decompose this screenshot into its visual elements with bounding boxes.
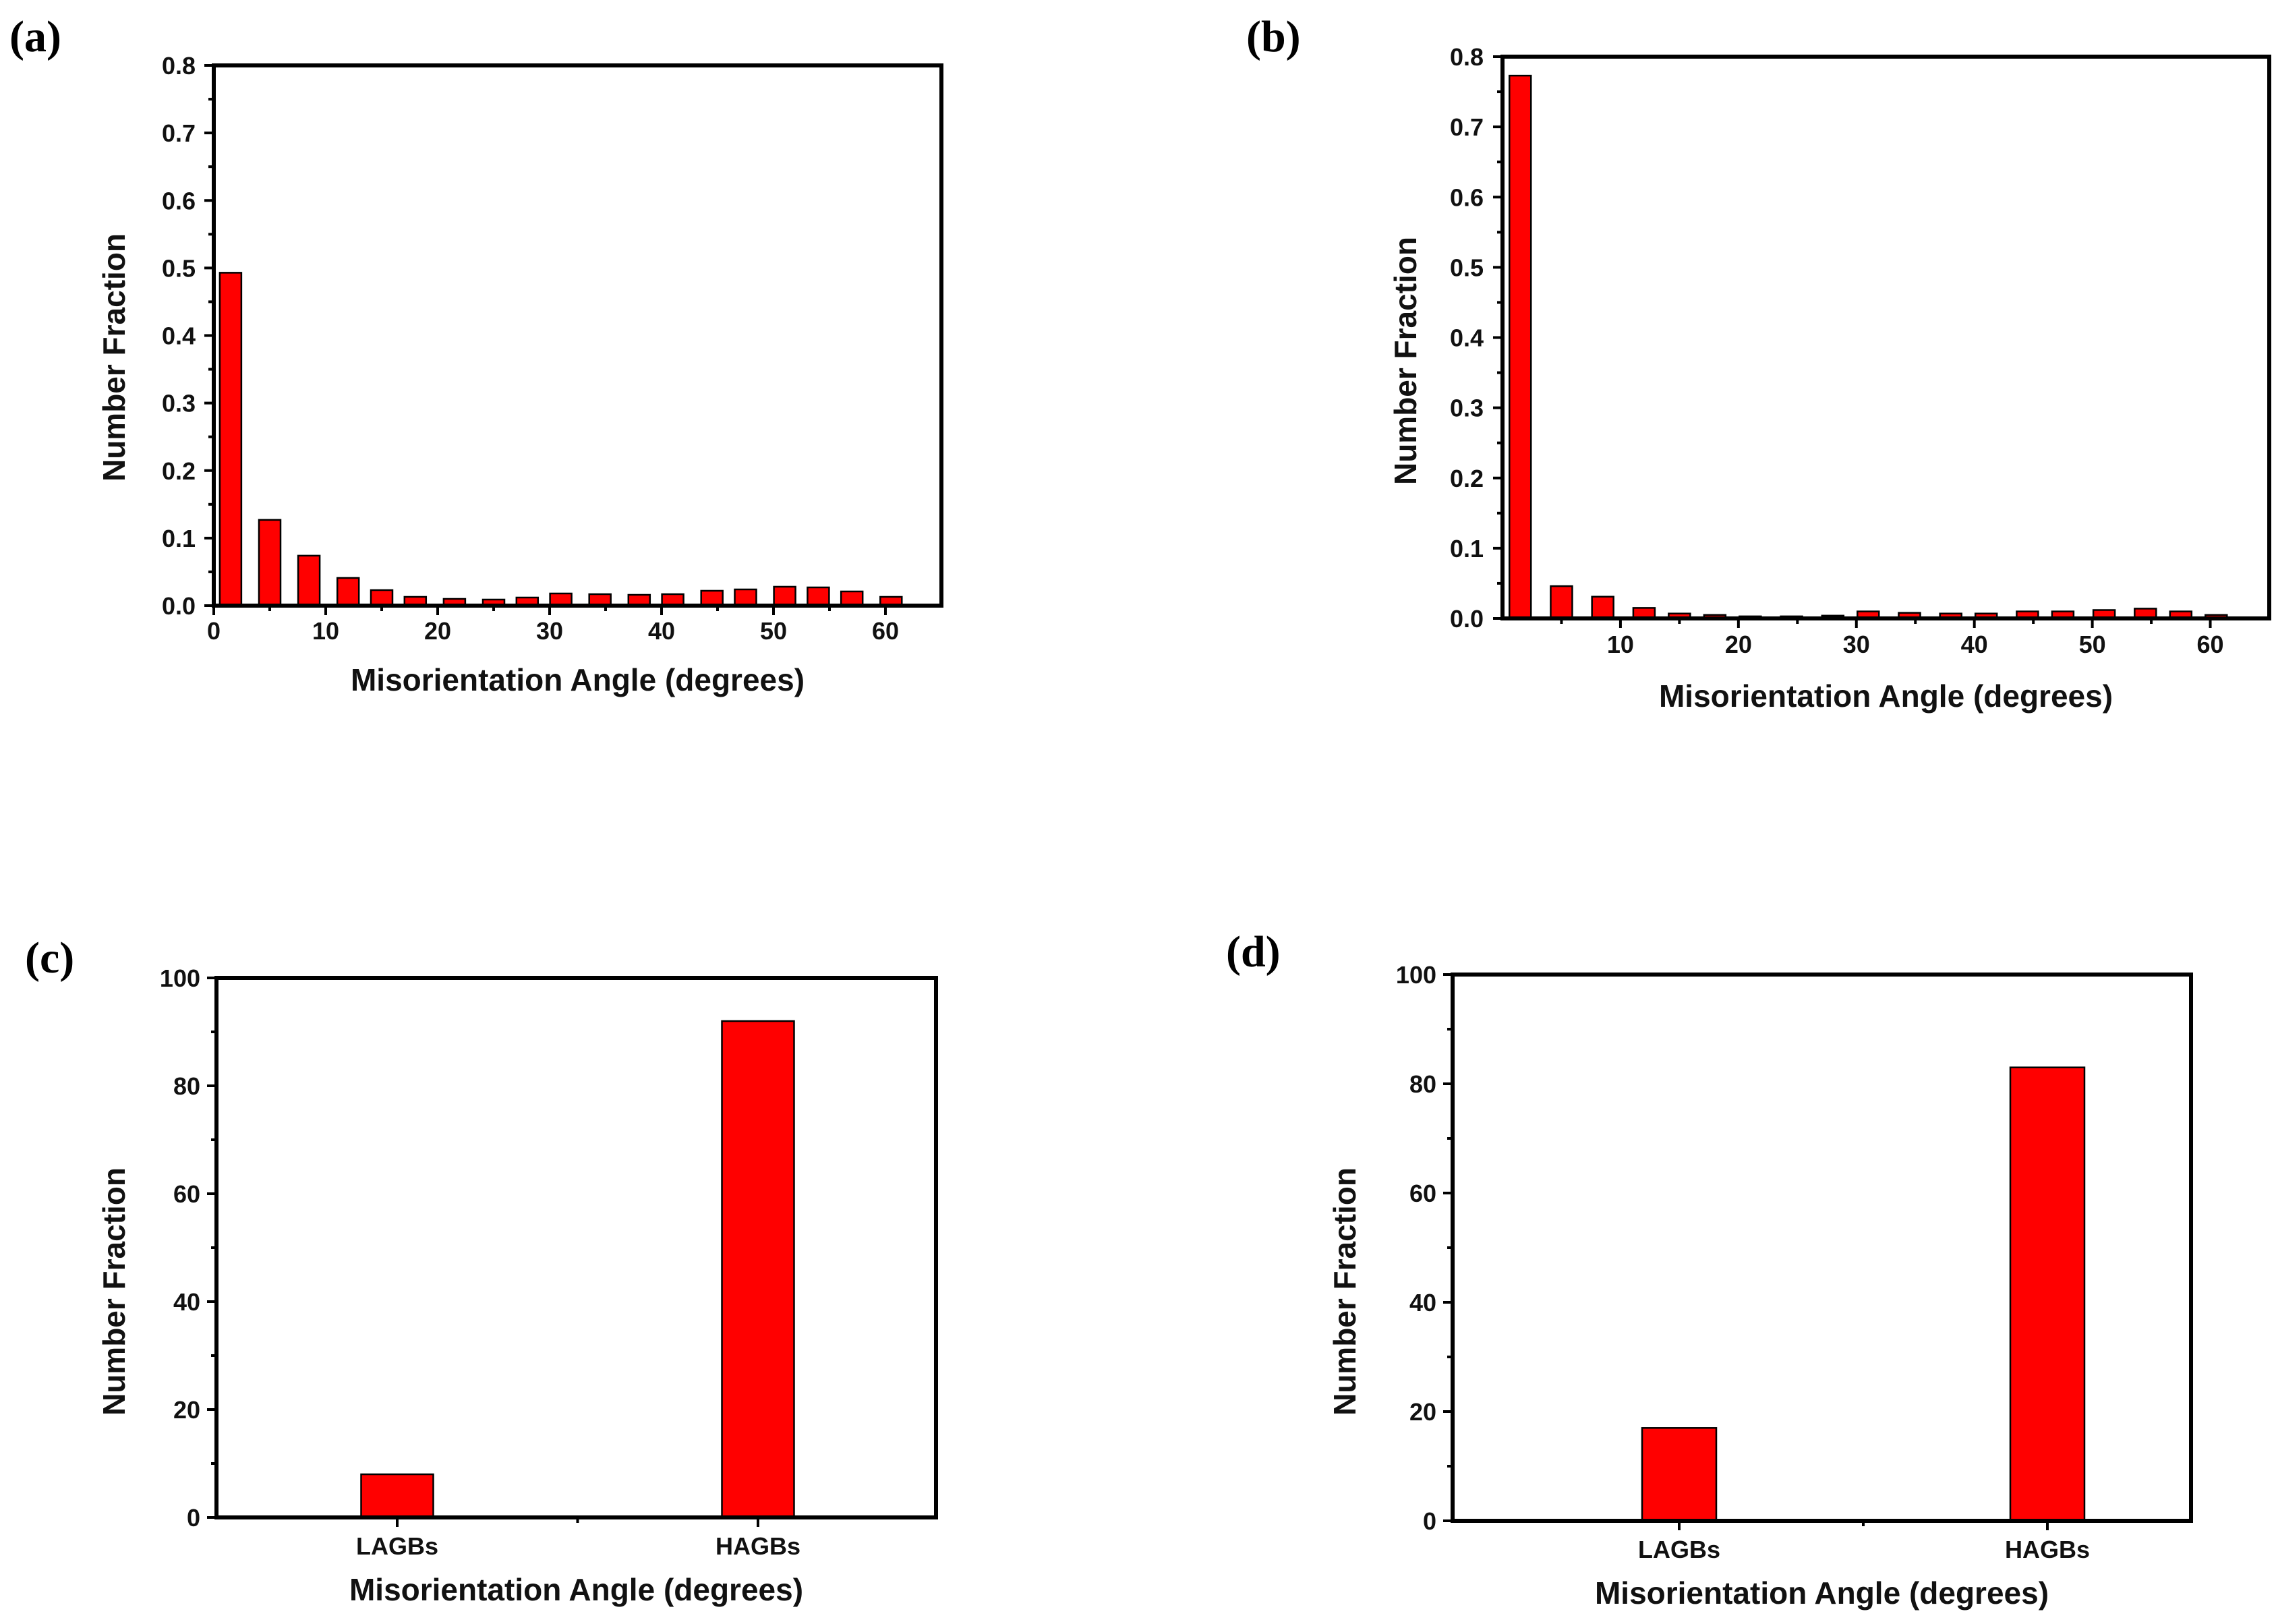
y-tick-label: 0.0 <box>1450 605 1484 633</box>
y-tick-label: 0.3 <box>162 390 196 417</box>
bar <box>218 272 243 607</box>
y-tick-label: 0.2 <box>1450 465 1484 492</box>
x-tick-label: 30 <box>536 617 563 645</box>
x-axis-title: Misorientation Angle (degrees) <box>1659 678 2113 714</box>
bar <box>360 1473 434 1519</box>
y-tick-label: 0.8 <box>162 52 196 80</box>
x-tick-label: 20 <box>424 617 451 645</box>
bar <box>721 1020 795 1519</box>
y-axis-title: Number Fraction <box>1327 1167 1362 1416</box>
chart-panel-d: (d) 0 20 40 60 80 100 LAGBs HAGBs Misorientation … <box>1226 927 2193 1611</box>
y-tick-label: 100 <box>1396 961 1436 989</box>
bar <box>1508 74 1532 620</box>
x-tick-label: 10 <box>1607 631 1634 658</box>
plot-frame <box>212 63 943 608</box>
y-tick-label: 80 <box>1409 1070 1436 1098</box>
x-axis-title: Misorientation Angle (degrees) <box>349 1572 803 1607</box>
y-tick-label: 0.7 <box>162 119 196 147</box>
bar <box>370 589 394 607</box>
y-tick-label: 0.7 <box>1450 113 1484 141</box>
y-tick-label: 40 <box>1409 1289 1436 1316</box>
y-tick-label: 0.4 <box>162 322 196 350</box>
y-tick-label: 0.1 <box>162 525 196 552</box>
y-tick-label: 0.1 <box>1450 535 1484 562</box>
y-tick-label: 60 <box>173 1180 200 1208</box>
y-tick-label: 0.0 <box>162 592 196 620</box>
plot-frame <box>1500 55 2271 620</box>
bar <box>700 589 724 607</box>
panel-label: (b) <box>1246 12 1301 61</box>
x-tick-label: 50 <box>2079 631 2106 658</box>
y-tick-label: 100 <box>160 964 200 992</box>
y-tick-label: 40 <box>173 1288 200 1316</box>
y-axis-title: Number Fraction <box>96 233 132 482</box>
y-tick-label: 0 <box>187 1504 200 1532</box>
y-tick-label: 0.3 <box>1450 395 1484 422</box>
y-tick-label: 20 <box>173 1396 200 1424</box>
y-tick-label: 20 <box>1409 1398 1436 1426</box>
y-tick-label: 0.6 <box>1450 183 1484 211</box>
y-tick-label: 0.8 <box>1450 43 1484 71</box>
x-tick-label: 50 <box>760 617 787 645</box>
x-tick-label: 10 <box>312 617 339 645</box>
bar <box>1591 596 1614 620</box>
x-tick-label: 20 <box>1725 631 1752 658</box>
x-tick-label: 40 <box>1961 631 1988 658</box>
chart-panel-a: (a) 0.0 0.1 0.2 0.3 0.4 0.5 0.6 0.7 0.8 0 10 20 30 40 5… <box>9 12 943 697</box>
x-tick-label: 60 <box>872 617 899 645</box>
y-axis-title: Number Fraction <box>1388 237 1423 485</box>
y-tick-label: 60 <box>1409 1180 1436 1207</box>
panel-label: (c) <box>25 933 74 983</box>
y-tick-label: 80 <box>173 1072 200 1100</box>
plot-frame <box>1451 973 2193 1523</box>
chart-panel-b: (b) 0.0 0.1 0.2 0.3 0.4 0.5 0.6 0.7 0.8 10 20 30 40 50… <box>1246 12 2271 714</box>
bar <box>1550 585 1573 620</box>
x-tick-label: 40 <box>648 617 675 645</box>
x-tick-label: 0 <box>207 617 221 645</box>
x-tick-label: 30 <box>1843 631 1870 658</box>
bar <box>258 519 282 607</box>
panel-label: (d) <box>1226 927 1281 977</box>
bar <box>734 588 757 607</box>
x-tick-label: 60 <box>2197 631 2224 658</box>
y-tick-label: 0 <box>1423 1507 1436 1535</box>
panel-label: (a) <box>9 12 61 61</box>
y-tick-label: 0.2 <box>162 457 196 485</box>
bar <box>773 585 796 607</box>
bar <box>807 586 830 607</box>
plot-frame <box>214 976 938 1519</box>
x-tick-label: LAGBs <box>1638 1536 1720 1563</box>
x-axis-title: Misorientation Angle (degrees) <box>351 662 805 697</box>
y-tick-label: 0.6 <box>162 187 196 214</box>
bar <box>2009 1066 2086 1522</box>
y-tick-label: 0.5 <box>162 254 196 282</box>
chart-panel-c: (c) 0 20 40 60 80 100 LAGBs HAGBs Misorientation … <box>25 933 938 1607</box>
x-tick-label: HAGBs <box>2005 1536 2090 1563</box>
x-axis-title: Misorientation Angle (degrees) <box>1595 1575 2049 1611</box>
y-tick-label: 0.4 <box>1450 324 1484 352</box>
y-axis-title: Number Fraction <box>96 1167 132 1416</box>
bar <box>336 577 360 607</box>
bar <box>840 590 864 607</box>
bar <box>297 554 321 607</box>
x-tick-label: HAGBs <box>716 1532 800 1560</box>
y-tick-label: 0.5 <box>1450 254 1484 281</box>
bar <box>1641 1427 1718 1522</box>
x-tick-label: LAGBs <box>356 1532 438 1560</box>
